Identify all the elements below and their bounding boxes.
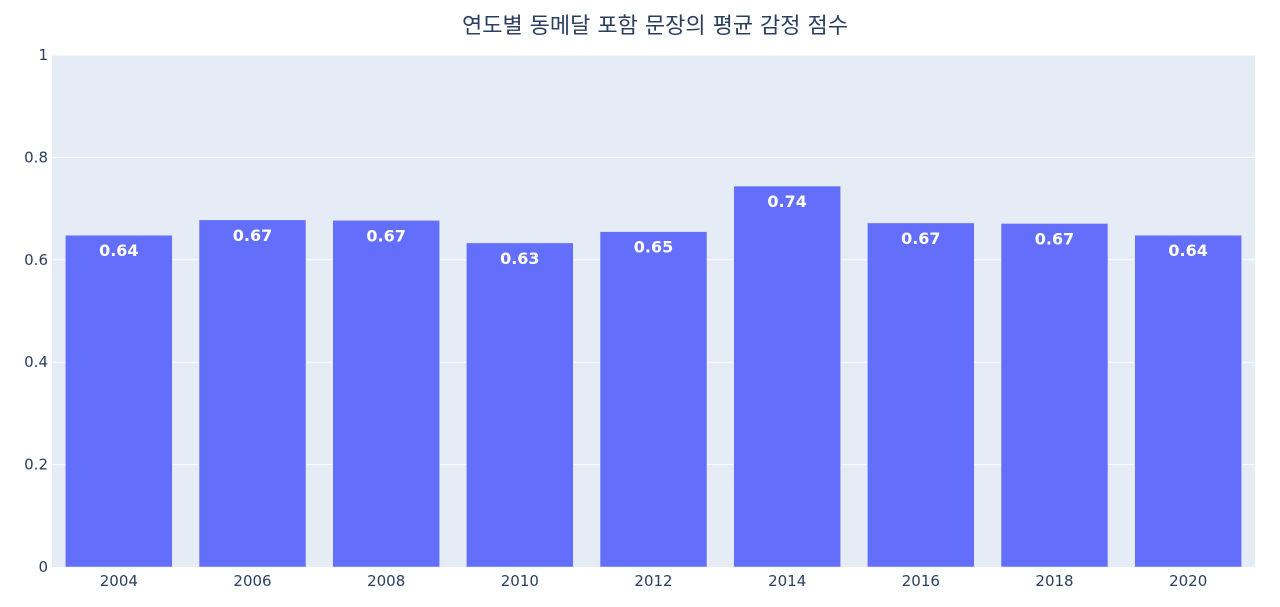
- y-tick-label: 0.2: [24, 456, 48, 474]
- y-axis-ticks: 0 0.2 0.4 0.6 0.8 1: [24, 46, 48, 576]
- bar: [1000, 223, 1109, 568]
- x-tick-label: 2014: [768, 572, 806, 590]
- x-tick-label: 2020: [1169, 572, 1207, 590]
- bar-value-label: 0.65: [634, 238, 673, 257]
- bar-value-label: 0.63: [500, 249, 539, 268]
- y-tick-label: 0.8: [24, 148, 48, 166]
- bar: [1134, 234, 1242, 568]
- x-axis-ticks: 2004 2006 2008 2010 2012 2014 2016 2018 2020: [100, 572, 1208, 590]
- bars: [65, 185, 1242, 568]
- x-tick-label: 2008: [367, 572, 405, 590]
- bar-value-label: 0.64: [1168, 241, 1207, 260]
- chart-title: 연도별 동메달 포함 문장의 평균 감정 점수: [461, 14, 849, 39]
- x-tick-label: 2016: [902, 572, 940, 590]
- x-tick-label: 2004: [100, 572, 138, 590]
- x-tick-label: 2012: [634, 572, 672, 590]
- x-tick-label: 2010: [501, 572, 539, 590]
- bar: [733, 185, 841, 568]
- bar-value-label: 0.67: [233, 226, 272, 245]
- y-tick-label: 1: [38, 46, 48, 64]
- bar: [198, 219, 307, 568]
- bar: [332, 220, 440, 568]
- bar: [466, 242, 574, 568]
- y-tick-label: 0: [38, 558, 48, 576]
- bar: [867, 222, 975, 568]
- bar-value-label: 0.64: [99, 241, 138, 260]
- x-tick-label: 2006: [233, 572, 271, 590]
- bar-value-label: 0.67: [901, 229, 940, 248]
- x-tick-label: 2018: [1035, 572, 1073, 590]
- bar-value-labels: 0.64 0.67 0.67 0.63 0.65 0.74 0.67 0.67 0.64: [99, 192, 1208, 268]
- bar-value-label: 0.67: [1035, 229, 1074, 248]
- y-tick-label: 0.4: [24, 353, 48, 371]
- bar-value-label: 0.67: [366, 226, 405, 245]
- bar-value-label: 0.74: [767, 192, 806, 211]
- bar: [599, 231, 708, 568]
- y-tick-label: 0.6: [24, 251, 48, 269]
- bar: [65, 234, 173, 568]
